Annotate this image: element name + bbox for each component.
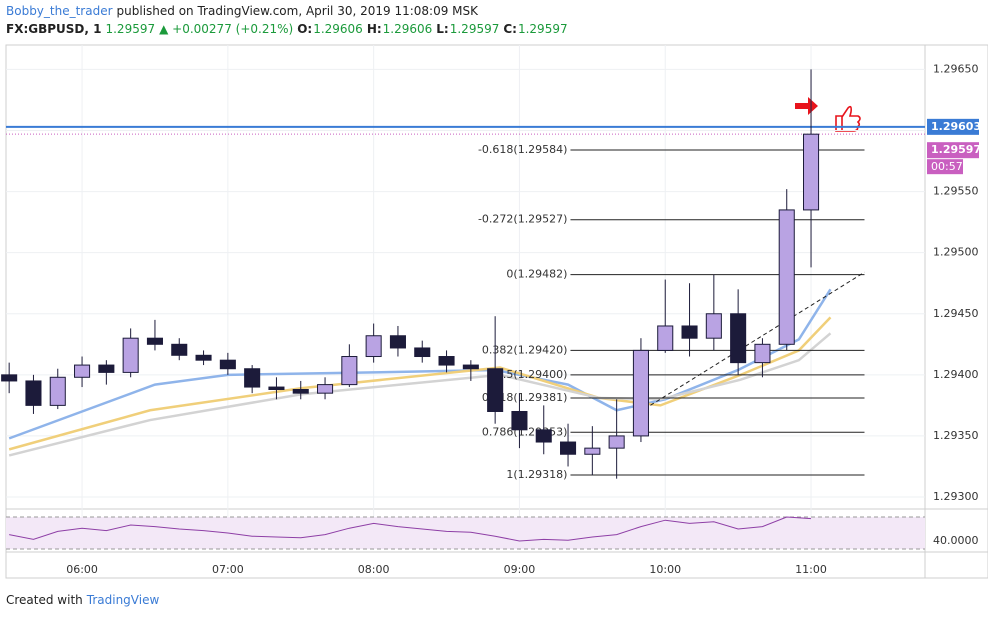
fib-label: -0.618(1.29584) xyxy=(478,143,568,156)
frame xyxy=(5,44,988,579)
fib-label: 1(1.29318) xyxy=(506,468,567,481)
candle-body xyxy=(681,325,698,339)
candle-body xyxy=(122,337,139,373)
y-tick-label: 1.29450 xyxy=(933,307,979,320)
price-box-label: 1.29603 xyxy=(931,120,981,133)
candle-body xyxy=(244,368,261,388)
candle-body xyxy=(1,374,18,382)
last-price-label: 1.29597 xyxy=(931,143,981,156)
y-tick-label: 1.29350 xyxy=(933,429,979,442)
l: 1.29597 xyxy=(449,22,500,36)
candle-body xyxy=(49,376,66,406)
c-label: C: xyxy=(503,22,517,36)
fib-label: 0(1.29482) xyxy=(506,268,567,281)
x-tick-label: 09:00 xyxy=(504,563,536,576)
trendline xyxy=(638,271,865,414)
candle-body xyxy=(803,133,820,211)
candle-body xyxy=(705,313,722,339)
legend: FX:GBPUSD, 1 1.29597 ▲ +0.00277 (+0.21%) O:… xyxy=(6,22,572,36)
rsi-line xyxy=(9,516,812,542)
h: 1.29606 xyxy=(382,22,433,36)
o: 1.29606 xyxy=(313,22,363,36)
x-tick-label: 07:00 xyxy=(212,563,244,576)
candle-body xyxy=(778,209,795,345)
rsi-band xyxy=(6,517,925,549)
footer: Created with TradingView xyxy=(6,593,163,607)
candle-body xyxy=(608,435,625,449)
symbol: FX:GBPUSD, 1 xyxy=(6,22,102,36)
fib-label: -0.272(1.29527) xyxy=(478,213,568,226)
change: ▲ +0.00277 (+0.21%) xyxy=(159,22,294,36)
created: Created with xyxy=(6,593,83,607)
y-tick-label: 1.29650 xyxy=(933,62,979,75)
arrow-icon xyxy=(795,97,818,115)
last-price-box xyxy=(927,142,979,159)
y-tick-label: 1.29400 xyxy=(933,368,979,381)
candle-body xyxy=(414,347,431,358)
fib-label: 0.382(1.29420) xyxy=(482,343,568,356)
candle-body xyxy=(632,349,649,437)
candle-body xyxy=(535,429,552,443)
x-tick-label: 11:00 xyxy=(795,563,827,576)
o-label: O: xyxy=(297,22,313,36)
last: 1.29597 xyxy=(105,22,156,36)
candle-body xyxy=(171,343,188,356)
candle-body xyxy=(219,359,236,370)
candle-body xyxy=(146,337,163,345)
published: published on TradingView.com, April 30, … xyxy=(116,4,478,18)
x-tick-label: 10:00 xyxy=(649,563,681,576)
fib-label: 0.5(1.29400) xyxy=(496,368,568,381)
candle-body xyxy=(195,354,212,361)
rsi-tick-label: 40.0000 xyxy=(933,534,979,547)
candle-body xyxy=(560,441,577,455)
candle-body xyxy=(317,384,334,394)
countdown-box xyxy=(927,159,963,175)
candle-body xyxy=(292,389,309,394)
candle-body xyxy=(389,335,406,349)
candle-body xyxy=(730,313,747,364)
x-tick-label: 06:00 xyxy=(66,563,98,576)
y-tick-label: 1.29300 xyxy=(933,490,979,503)
candle-body xyxy=(511,410,528,431)
candle-body xyxy=(268,386,285,391)
h-label: H: xyxy=(366,22,382,36)
fib-label: 0.618(1.29381) xyxy=(482,391,568,404)
candle-body xyxy=(487,368,504,412)
candle-body xyxy=(341,356,358,386)
candle-body xyxy=(754,343,771,364)
candle-body xyxy=(74,364,91,378)
y-tick-label: 1.29500 xyxy=(933,246,979,259)
price-box xyxy=(927,118,979,135)
candle-body xyxy=(98,364,115,373)
candle-body xyxy=(584,447,601,455)
author: Bobby_the_trader xyxy=(6,4,113,18)
candle-body xyxy=(365,335,382,358)
candle-body xyxy=(25,380,42,406)
y-tick-label: 1.29550 xyxy=(933,185,979,198)
countdown: 00:57 xyxy=(931,160,963,173)
c: 1.29597 xyxy=(517,22,568,36)
l-label: L: xyxy=(436,22,449,36)
candle-body xyxy=(657,325,674,351)
candle-body xyxy=(438,356,455,366)
header: Bobby_the_trader published on TradingView… xyxy=(6,4,482,18)
candle-body xyxy=(462,364,479,370)
x-tick-label: 08:00 xyxy=(358,563,390,576)
brand: TradingView xyxy=(86,593,160,607)
